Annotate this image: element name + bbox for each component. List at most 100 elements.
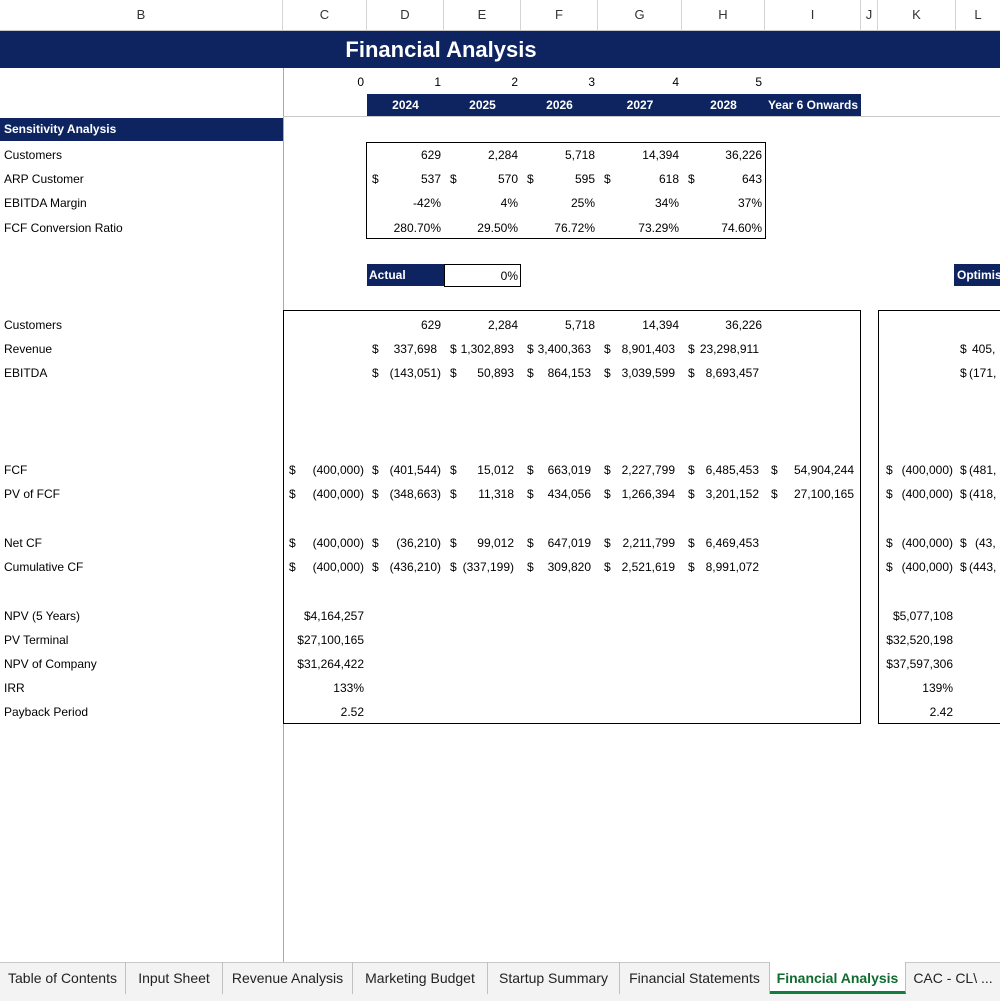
- period-0[interactable]: 0: [357, 75, 364, 89]
- cell[interactable]: 8,693,457: [705, 366, 759, 380]
- sens-fcf-2024[interactable]: 280.70%: [393, 221, 441, 235]
- period-2[interactable]: 2: [511, 75, 518, 89]
- label-customers-main[interactable]: Customers: [4, 318, 63, 332]
- payback-value[interactable]: 2.52: [340, 705, 364, 719]
- cell[interactable]: 99,012: [477, 536, 514, 550]
- cell[interactable]: (43,: [975, 536, 996, 550]
- tab-financial-statements[interactable]: Financial Statements: [620, 962, 770, 994]
- actual-label[interactable]: Actual: [367, 264, 444, 286]
- period-4[interactable]: 4: [672, 75, 679, 89]
- cell[interactable]: 15,012: [477, 463, 514, 477]
- cell[interactable]: (143,051): [389, 366, 441, 380]
- sens-customers-2028[interactable]: 36,226: [725, 148, 762, 162]
- cell[interactable]: (400,000): [312, 487, 364, 501]
- sens-arp-2027[interactable]: 618: [658, 172, 679, 186]
- column-header-d[interactable]: D: [367, 0, 444, 30]
- label-payback[interactable]: Payback Period: [4, 705, 89, 719]
- cell[interactable]: (400,000): [312, 560, 364, 574]
- year-2027[interactable]: 2027: [626, 98, 654, 112]
- tab-cac[interactable]: CAC - CL\ ...: [913, 970, 993, 986]
- sens-customers-2026[interactable]: 5,718: [564, 148, 595, 162]
- actual-value[interactable]: 0%: [500, 269, 518, 283]
- cell[interactable]: 36,226: [725, 318, 762, 332]
- sens-ebitda-2028[interactable]: 37%: [737, 196, 762, 210]
- sens-ebitda-2026[interactable]: 25%: [570, 196, 595, 210]
- pv-terminal-value[interactable]: $27,100,165: [297, 633, 364, 647]
- irr-value[interactable]: 133%: [333, 681, 364, 695]
- label-npv-5-years[interactable]: NPV (5 Years): [4, 609, 81, 623]
- opt-revenue[interactable]: 405,: [972, 342, 996, 356]
- sens-customers-2025[interactable]: 2,284: [487, 148, 518, 162]
- tab-input-sheet[interactable]: Input Sheet: [126, 962, 223, 994]
- sens-arp-2024[interactable]: 537: [420, 172, 441, 186]
- label-arp-customer[interactable]: ARP Customer: [4, 172, 84, 186]
- sens-ebitda-2024[interactable]: -42%: [412, 196, 441, 210]
- opt-ebitda[interactable]: (171,: [969, 366, 997, 380]
- cell[interactable]: (436,210): [389, 560, 441, 574]
- label-fcf[interactable]: FCF: [4, 463, 28, 477]
- sens-customers-2027[interactable]: 14,394: [642, 148, 679, 162]
- cell[interactable]: (443,: [969, 560, 997, 574]
- cell[interactable]: 434,056: [547, 487, 591, 501]
- column-header-g[interactable]: G: [598, 0, 682, 30]
- tab-table-of-contents[interactable]: Table of Contents: [0, 962, 126, 994]
- cell[interactable]: 864,153: [547, 366, 591, 380]
- cell[interactable]: 3,400,363: [537, 342, 591, 356]
- cell[interactable]: 1,266,394: [621, 487, 675, 501]
- opt-irr-value[interactable]: 139%: [922, 681, 953, 695]
- label-net-cf[interactable]: Net CF: [4, 536, 43, 550]
- opt-npv-5-years-value[interactable]: $5,077,108: [892, 609, 953, 623]
- sens-fcf-2025[interactable]: 29.50%: [477, 221, 518, 235]
- sens-arp-2025[interactable]: 570: [497, 172, 518, 186]
- column-header-b[interactable]: B: [0, 0, 283, 30]
- cell[interactable]: 27,100,165: [793, 487, 854, 501]
- cell[interactable]: 629: [420, 318, 441, 332]
- column-header-j[interactable]: J: [861, 0, 878, 30]
- cell[interactable]: (36,210): [396, 536, 441, 550]
- tab-marketing-budget[interactable]: Marketing Budget: [353, 962, 488, 994]
- cell[interactable]: (400,000): [312, 536, 364, 550]
- sens-arp-2028[interactable]: 643: [741, 172, 762, 186]
- cell[interactable]: 8,991,072: [705, 560, 759, 574]
- opt-pv-terminal-value[interactable]: $32,520,198: [886, 633, 953, 647]
- column-header-k[interactable]: K: [878, 0, 956, 30]
- sens-fcf-2026[interactable]: 76.72%: [554, 221, 595, 235]
- column-header-i[interactable]: I: [765, 0, 861, 30]
- cell[interactable]: (400,000): [901, 560, 953, 574]
- sens-arp-2026[interactable]: 595: [574, 172, 595, 186]
- sens-ebitda-2027[interactable]: 34%: [654, 196, 679, 210]
- label-ebitda[interactable]: EBITDA: [4, 366, 48, 380]
- optimistic-label[interactable]: Optimis: [954, 264, 1000, 286]
- year-6-onwards[interactable]: Year 6 Onwards: [767, 98, 859, 112]
- cell[interactable]: (348,663): [389, 487, 441, 501]
- opt-payback-value[interactable]: 2.42: [929, 705, 953, 719]
- sens-fcf-2027[interactable]: 73.29%: [638, 221, 679, 235]
- column-header-h[interactable]: H: [682, 0, 765, 30]
- label-customers[interactable]: Customers: [4, 148, 63, 162]
- cell[interactable]: 337,698: [393, 342, 437, 356]
- tab-financial-analysis[interactable]: Financial Analysis: [770, 962, 906, 994]
- cell[interactable]: 6,469,453: [705, 536, 759, 550]
- year-2025[interactable]: 2025: [469, 98, 496, 112]
- period-5[interactable]: 5: [755, 75, 762, 89]
- column-header-f[interactable]: F: [521, 0, 598, 30]
- cell[interactable]: (400,000): [901, 536, 953, 550]
- cell[interactable]: 2,227,799: [621, 463, 675, 477]
- column-header-e[interactable]: E: [444, 0, 521, 30]
- period-1[interactable]: 1: [434, 75, 441, 89]
- tab-revenue-analysis[interactable]: Revenue Analysis: [223, 962, 353, 994]
- label-pv-fcf[interactable]: PV of FCF: [4, 487, 61, 501]
- year-2026[interactable]: 2026: [546, 98, 573, 112]
- cell[interactable]: 50,893: [477, 366, 514, 380]
- cell[interactable]: 1,302,893: [460, 342, 514, 356]
- cell[interactable]: 8,901,403: [621, 342, 675, 356]
- cell[interactable]: 5,718: [564, 318, 595, 332]
- cell[interactable]: (400,000): [901, 463, 953, 477]
- cell[interactable]: 2,284: [487, 318, 518, 332]
- cell[interactable]: 663,019: [547, 463, 591, 477]
- column-header-c[interactable]: C: [283, 0, 367, 30]
- year-2028[interactable]: 2028: [710, 98, 737, 112]
- cell[interactable]: 54,904,244: [793, 463, 854, 477]
- cell[interactable]: (401,544): [389, 463, 441, 477]
- sensitivity-header[interactable]: Sensitivity Analysis: [0, 118, 283, 141]
